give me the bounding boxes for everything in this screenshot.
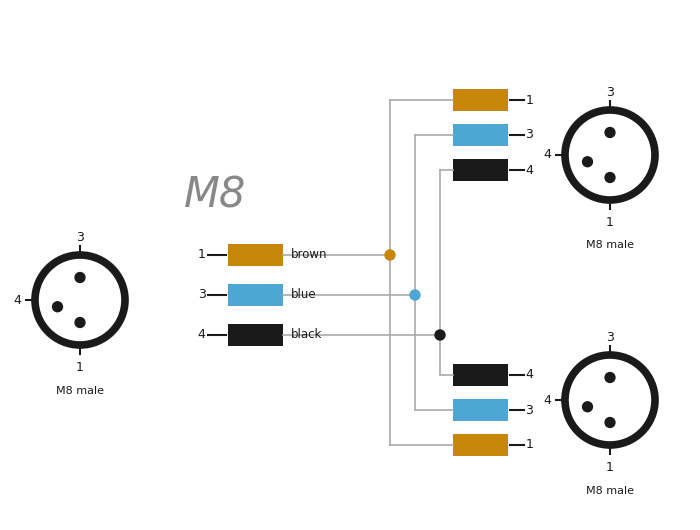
Bar	[228, 244, 283, 266]
Circle shape	[605, 128, 615, 137]
Circle shape	[410, 290, 420, 300]
Text: M8 male: M8 male	[586, 241, 634, 251]
Bar	[452, 364, 507, 386]
Text: 3: 3	[526, 128, 533, 142]
Text: M8 male: M8 male	[586, 485, 634, 496]
Bar	[452, 159, 507, 181]
Text: 3: 3	[76, 231, 84, 244]
Text: 1: 1	[526, 93, 533, 107]
Text: blue: blue	[290, 288, 316, 302]
Circle shape	[605, 373, 615, 383]
Text: brown: brown	[290, 249, 327, 261]
Circle shape	[75, 317, 85, 328]
Text: 4: 4	[544, 148, 552, 162]
Circle shape	[582, 157, 592, 167]
Text: 3: 3	[606, 331, 614, 344]
Bar	[452, 399, 507, 421]
Bar	[228, 284, 283, 306]
Bar	[452, 434, 507, 456]
Text: black: black	[290, 329, 322, 341]
Bar	[452, 124, 507, 146]
Text: 1: 1	[197, 249, 206, 261]
Circle shape	[582, 402, 592, 412]
Text: 4: 4	[544, 393, 552, 407]
Circle shape	[385, 250, 395, 260]
Text: 1: 1	[606, 461, 614, 474]
Text: 4: 4	[197, 329, 206, 341]
Text: 4: 4	[13, 294, 22, 306]
Text: 1: 1	[526, 438, 533, 452]
Bar	[228, 324, 283, 346]
Text: 1: 1	[76, 361, 84, 374]
Text: 3: 3	[197, 288, 206, 302]
Circle shape	[75, 272, 85, 282]
Circle shape	[605, 173, 615, 182]
Bar	[452, 89, 507, 111]
Text: 4: 4	[526, 368, 533, 382]
Text: 3: 3	[606, 86, 614, 99]
Text: M8: M8	[184, 174, 246, 216]
Text: M8 male: M8 male	[56, 385, 104, 395]
Text: 3: 3	[526, 403, 533, 417]
Circle shape	[52, 302, 62, 312]
Circle shape	[435, 330, 445, 340]
Circle shape	[605, 418, 615, 428]
Text: 4: 4	[526, 163, 533, 176]
Text: 1: 1	[606, 216, 614, 229]
